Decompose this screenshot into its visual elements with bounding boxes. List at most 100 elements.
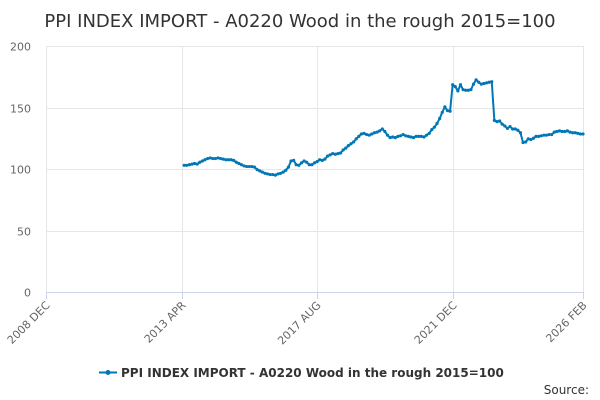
data-point[interactable] [312, 161, 317, 165]
data-point[interactable] [391, 135, 395, 139]
data-point[interactable] [505, 126, 509, 131]
data-point[interactable] [482, 81, 486, 86]
data-point[interactable] [182, 163, 186, 167]
data-point[interactable] [516, 128, 520, 132]
data-point[interactable] [346, 144, 350, 148]
data-point[interactable] [531, 136, 536, 140]
data-point[interactable] [453, 84, 457, 89]
data-point[interactable] [320, 158, 324, 162]
data-point[interactable] [474, 78, 478, 82]
data-point[interactable] [338, 151, 343, 155]
data-point[interactable] [503, 124, 507, 128]
data-point[interactable] [388, 136, 392, 140]
data-point[interactable] [542, 133, 546, 137]
data-point[interactable] [443, 105, 447, 109]
data-point[interactable] [331, 152, 335, 156]
data-point[interactable] [518, 131, 523, 135]
data-point[interactable] [370, 132, 374, 136]
data-point[interactable] [263, 171, 267, 175]
data-point[interactable] [318, 158, 322, 162]
data-point[interactable] [234, 160, 238, 164]
data-point[interactable] [333, 152, 337, 156]
data-point[interactable] [456, 89, 460, 93]
data-point[interactable] [284, 168, 288, 172]
data-point[interactable] [281, 170, 285, 174]
data-point[interactable] [328, 153, 332, 157]
data-point[interactable] [362, 131, 366, 135]
data-point[interactable] [448, 109, 452, 113]
data-point[interactable] [297, 163, 301, 167]
data-point[interactable] [490, 80, 494, 84]
data-point[interactable] [187, 163, 191, 167]
data-point[interactable] [195, 162, 199, 166]
data-point[interactable] [497, 119, 502, 123]
data-point[interactable] [576, 131, 580, 135]
data-point[interactable] [258, 169, 262, 173]
data-point[interactable] [198, 160, 202, 164]
data-point[interactable] [310, 163, 314, 167]
data-point[interactable] [190, 162, 194, 166]
data-point[interactable] [563, 129, 567, 134]
data-point[interactable] [206, 156, 210, 161]
data-point[interactable] [511, 127, 515, 131]
data-point[interactable] [224, 158, 228, 162]
data-point[interactable] [286, 165, 291, 169]
data-point[interactable] [226, 158, 231, 162]
data-point[interactable] [573, 131, 577, 135]
data-point[interactable] [406, 134, 410, 139]
data-point[interactable] [359, 132, 364, 136]
data-point[interactable] [349, 142, 353, 146]
data-point[interactable] [305, 160, 309, 164]
data-point[interactable] [552, 130, 556, 134]
data-point[interactable] [271, 172, 275, 177]
data-point[interactable] [544, 133, 549, 137]
data-point[interactable] [464, 88, 468, 92]
data-point[interactable] [521, 140, 525, 145]
data-point[interactable] [357, 134, 361, 139]
data-point[interactable] [479, 82, 483, 86]
data-point[interactable] [279, 171, 283, 175]
data-point[interactable] [438, 116, 442, 121]
data-point[interactable] [260, 170, 264, 174]
data-point[interactable] [526, 137, 530, 141]
data-point[interactable] [419, 134, 423, 139]
data-point[interactable] [484, 81, 489, 85]
data-point[interactable] [229, 158, 233, 162]
data-point[interactable] [500, 122, 504, 126]
data-point[interactable] [534, 134, 538, 139]
data-point[interactable] [451, 83, 455, 87]
data-point[interactable] [458, 83, 463, 87]
data-point[interactable] [422, 135, 426, 139]
data-point[interactable] [495, 120, 499, 124]
data-point[interactable] [565, 129, 569, 133]
data-point[interactable] [508, 124, 512, 129]
data-point[interactable] [487, 80, 491, 84]
data-point[interactable] [466, 88, 470, 92]
data-point[interactable] [550, 132, 554, 137]
data-point[interactable] [539, 134, 543, 138]
data-point[interactable] [469, 88, 473, 92]
data-point[interactable] [276, 172, 280, 176]
data-point[interactable] [513, 127, 517, 131]
series-line[interactable] [183, 78, 584, 177]
data-point[interactable] [568, 130, 572, 134]
data-point[interactable] [570, 131, 575, 135]
data-point[interactable] [424, 133, 429, 137]
series-layer[interactable] [182, 78, 585, 177]
data-point[interactable] [273, 173, 277, 177]
data-point[interactable] [242, 164, 246, 168]
data-point[interactable] [414, 134, 418, 139]
data-point[interactable] [200, 159, 205, 163]
data-point[interactable] [393, 136, 397, 140]
data-point[interactable] [315, 160, 319, 164]
data-point[interactable] [325, 154, 330, 158]
data-point[interactable] [417, 134, 421, 139]
data-point[interactable] [409, 135, 413, 139]
data-point[interactable] [354, 137, 358, 141]
data-point[interactable] [323, 157, 327, 161]
data-point[interactable] [336, 152, 340, 156]
data-point[interactable] [292, 158, 296, 162]
data-point[interactable] [385, 133, 390, 137]
data-point[interactable] [398, 134, 403, 138]
data-point[interactable] [219, 156, 223, 161]
